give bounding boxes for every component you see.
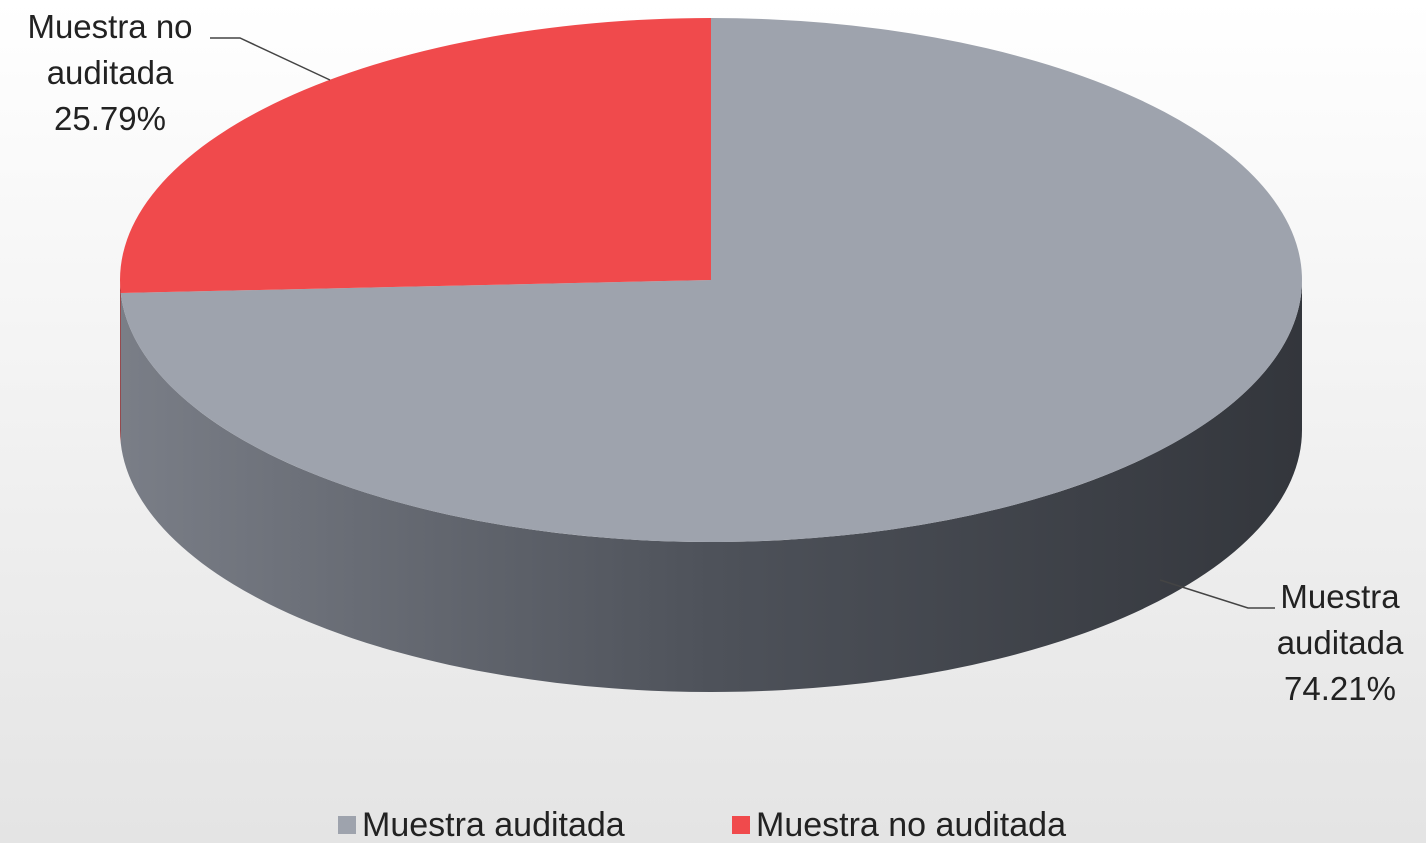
leader-line [1159,579,1275,609]
legend-swatch [732,816,750,834]
leader-line [210,37,331,81]
pie-slice [120,18,1303,542]
legend-label: Muestra no auditada [756,805,1066,844]
legend-swatch [338,816,356,834]
pie-tops [120,18,1303,542]
data-label: Muestra no auditada 25.79% [0,4,220,142]
data-label: Muestra auditada 74.21% [1255,574,1425,712]
label-value: 25.79% [54,100,166,137]
pie-side [120,280,1303,692]
label-value: 74.21% [1284,670,1396,707]
pie-slice [120,18,711,293]
legend-item: Muestra no auditada [732,803,1066,847]
pie-side [120,280,121,443]
legend-label: Muestra auditada [362,805,625,844]
label-category: Muestra no auditada [27,8,193,91]
legend-item: Muestra auditada [338,803,625,847]
label-category: Muestra auditada [1276,578,1404,661]
pie-sides [120,280,1303,692]
